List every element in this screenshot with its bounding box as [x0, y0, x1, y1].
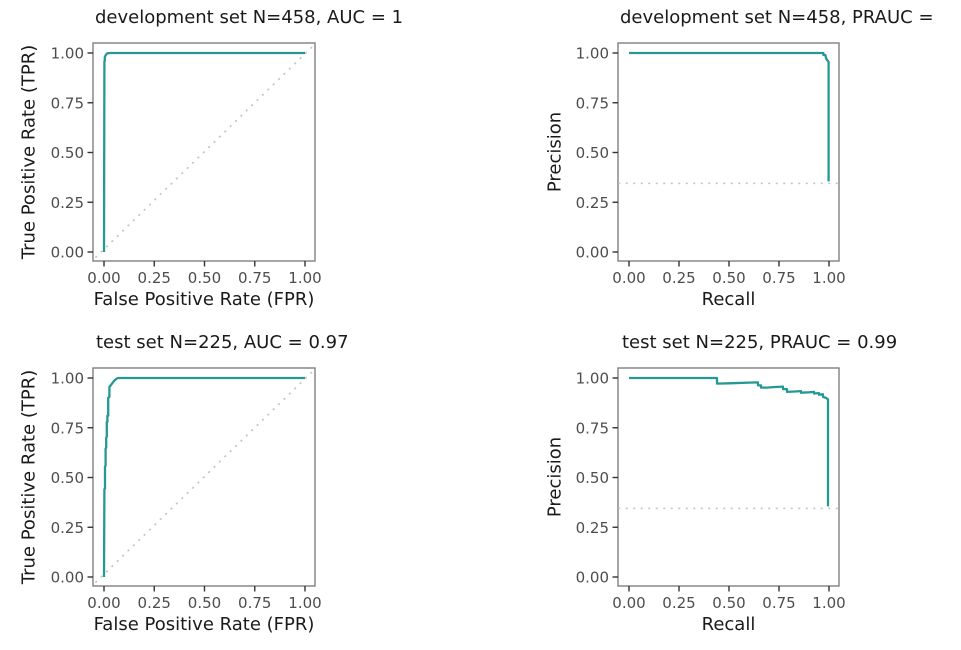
x-tick-label: 0.50: [712, 269, 745, 287]
x-axis-label: False Positive Rate (FPR): [93, 614, 315, 635]
x-tick-label: 0.75: [762, 594, 795, 612]
pr-curve: [629, 51, 830, 182]
y-tick-label: 0.50: [51, 469, 84, 487]
y-tick-label: 0.50: [576, 469, 609, 487]
x-tick-label: 0.50: [712, 594, 745, 612]
x-axis-label: Recall: [701, 614, 756, 635]
roc-curve: [102, 51, 305, 253]
x-tick-label: 0.75: [238, 269, 271, 287]
y-tick-label: 0.25: [576, 194, 609, 212]
x-tick-label: 0.00: [612, 594, 645, 612]
x-tick-label: 0.25: [138, 269, 171, 287]
y-tick-label: 0.25: [51, 194, 84, 212]
y-axis-label: Precision: [544, 436, 566, 518]
y-tick-label: 1.00: [51, 45, 84, 63]
roc-curve: [102, 376, 305, 578]
x-tick-label: 0.25: [662, 269, 695, 287]
x-tick-label: 0.75: [238, 594, 271, 612]
y-tick-label: 0.50: [51, 144, 84, 162]
plot-title: test set N=225, AUC = 0.97: [96, 332, 349, 353]
y-axis-label: True Positive Rate (TPR): [18, 44, 40, 260]
x-tick-label: 1.00: [288, 269, 321, 287]
plot-title: development set N=458, AUC = 1: [95, 7, 404, 28]
y-tick-label: 0.75: [51, 419, 84, 437]
y-tick-label: 1.00: [576, 45, 609, 63]
x-tick-label: 0.25: [662, 594, 695, 612]
chance-diagonal-reference-line: [95, 46, 313, 258]
subplot-test-pr: 0.00 0.25 0.50 0.75 1.00 0.00 0.25 0.50 0.75 1.00…: [480, 325, 961, 650]
plot-area-test-pr: 0.00 0.25 0.50 0.75 1.00 0.00 0.25 0.50 0.75 1.00: [576, 367, 846, 612]
x-tick-label: 0.50: [188, 269, 221, 287]
y-tick-label: 0.25: [51, 519, 84, 537]
x-tick-label: 0.00: [612, 269, 645, 287]
subplot-development-pr: 0.00 0.25 0.50 0.75 1.00 0.00 0.25 0.50 0.75 1.00…: [480, 0, 961, 325]
plot-area-development-roc: 0.00 0.25 0.50 0.75 1.00 0.00 0.25 0.50 0.75 1.00: [51, 42, 322, 287]
y-tick-label: 0.00: [576, 569, 609, 587]
x-axis-label: Recall: [701, 289, 756, 310]
y-tick-label: 0.75: [576, 419, 609, 437]
x-tick-label: 0.00: [87, 269, 120, 287]
x-tick-label: 1.00: [288, 594, 321, 612]
y-axis-label: Precision: [544, 111, 566, 193]
x-tick-label: 0.75: [762, 269, 795, 287]
y-tick-label: 0.50: [576, 144, 609, 162]
panel-border: [617, 367, 840, 587]
x-tick-label: 0.50: [188, 594, 221, 612]
plot-area-development-pr: 0.00 0.25 0.50 0.75 1.00 0.00 0.25 0.50 0.75 1.00: [576, 42, 846, 287]
y-tick-label: 1.00: [51, 370, 84, 388]
y-tick-label: 0.00: [51, 244, 84, 262]
plot-area-test-roc: 0.00 0.25 0.50 0.75 1.00 0.00 0.25 0.50 0.75 1.00: [51, 367, 322, 612]
y-tick-label: 0.25: [576, 519, 609, 537]
y-tick-label: 1.00: [576, 370, 609, 388]
pr-curve: [629, 376, 830, 507]
y-tick-label: 0.00: [576, 244, 609, 262]
x-axis-label: False Positive Rate (FPR): [93, 289, 315, 310]
panel-border: [617, 42, 840, 262]
subplot-development-roc: 0.00 0.25 0.50 0.75 1.00 0.00 0.25 0.50 0.75 1.00…: [0, 0, 481, 325]
y-tick-label: 0.00: [51, 569, 84, 587]
plot-title: test set N=225, PRAUC = 0.99: [622, 332, 898, 353]
x-tick-label: 1.00: [812, 269, 845, 287]
x-tick-label: 0.00: [87, 594, 120, 612]
y-tick-label: 0.75: [51, 94, 84, 112]
y-tick-label: 0.75: [576, 94, 609, 112]
plot-title: development set N=458, PRAUC =: [620, 7, 934, 28]
y-axis-label: True Positive Rate (TPR): [18, 369, 40, 585]
x-tick-label: 0.25: [138, 594, 171, 612]
chance-diagonal-reference-line: [95, 371, 313, 583]
x-tick-label: 1.00: [812, 594, 845, 612]
subplot-test-roc: 0.00 0.25 0.50 0.75 1.00 0.00 0.25 0.50 0.75 1.00…: [0, 325, 481, 650]
